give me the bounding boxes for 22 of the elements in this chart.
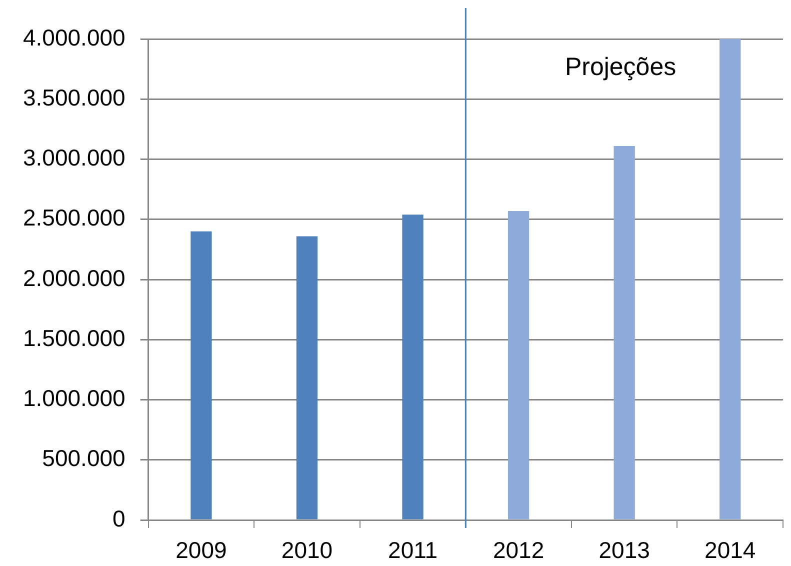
y-tick-label: 500.000 xyxy=(42,445,126,472)
x-tick-label: 2010 xyxy=(281,537,333,564)
x-tick-label: 2009 xyxy=(176,537,227,564)
bar xyxy=(508,210,530,520)
bar xyxy=(614,146,635,520)
x-tick-label: 2013 xyxy=(598,537,650,564)
annotation: Projeções xyxy=(564,52,676,81)
y-tick-label: 1.000.000 xyxy=(22,385,126,412)
x-tick-label: 2011 xyxy=(388,537,438,564)
bar xyxy=(296,236,318,520)
y-tick-label: 3.500.000 xyxy=(22,84,126,110)
bar xyxy=(720,39,741,520)
x-tick-label: 2014 xyxy=(704,537,756,564)
x-tick-label: 2012 xyxy=(492,537,544,564)
y-tick-label: 4.000.000 xyxy=(22,24,126,50)
y-tick-label: 2.000.000 xyxy=(22,264,126,291)
y-tick-label: 3.000.000 xyxy=(22,144,126,171)
y-tick-label: 0 xyxy=(112,505,126,532)
bar xyxy=(190,231,212,520)
y-tick-label: 1.500.000 xyxy=(22,324,126,351)
y-tick-label: 2.500.000 xyxy=(22,204,126,231)
bar xyxy=(402,214,424,520)
